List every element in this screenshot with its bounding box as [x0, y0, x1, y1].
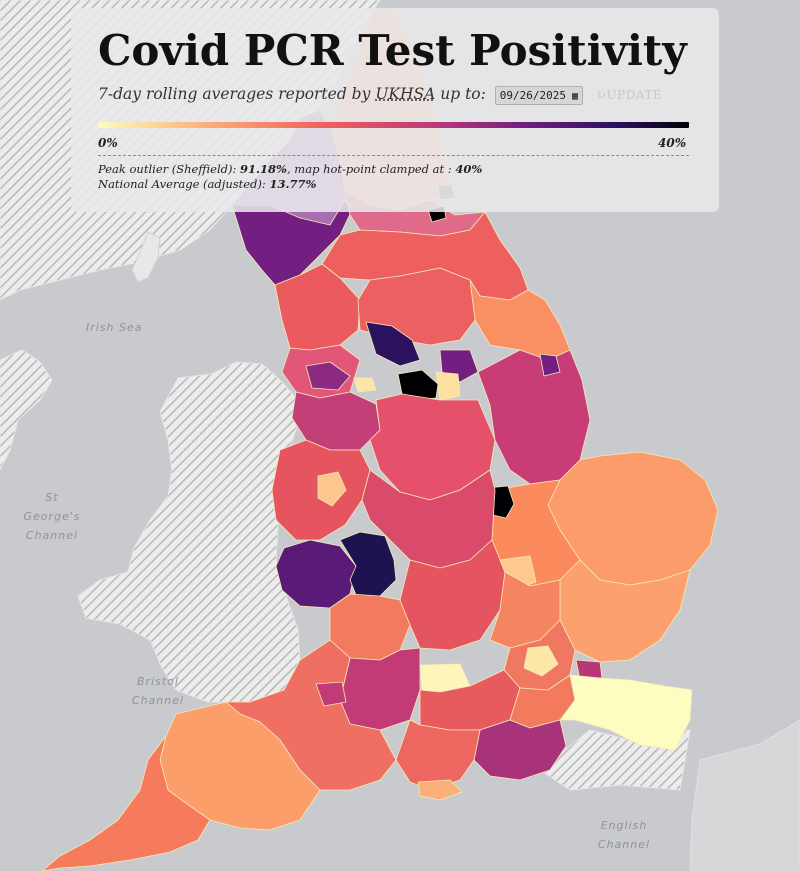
update-label: UPDATE: [606, 88, 663, 102]
national-prefix: National Average (adjusted):: [98, 177, 266, 191]
region-gloucestershire[interactable]: [329, 593, 411, 661]
region-manchester-yellow[interactable]: [353, 377, 377, 393]
refresh-icon: ↻: [596, 88, 607, 102]
date-value: 09/26/2025: [499, 88, 567, 102]
scale-max-label: 40%: [658, 136, 687, 150]
info-panel: Covid PCR Test Positivity 7-day rolling …: [71, 8, 719, 212]
region-wiltshire[interactable]: [339, 647, 421, 731]
subtitle-suffix: up to:: [440, 85, 486, 103]
label-english-channel: English Channel: [597, 819, 651, 851]
region-lancashire[interactable]: [274, 263, 361, 351]
region-worcestershire[interactable]: [339, 531, 397, 601]
region-somerset-magenta[interactable]: [315, 681, 347, 707]
color-scale-bar: [98, 122, 689, 128]
national-value: 13.77%: [269, 177, 317, 191]
label-irish-sea: Irish Sea: [86, 321, 143, 334]
region-lincs-purple[interactable]: [539, 353, 561, 377]
subtitle-prefix: 7-day rolling averages reported by: [98, 85, 371, 103]
clamp-value: 40%: [455, 162, 483, 176]
subtitle: 7-day rolling averages reported by UKHSA…: [98, 85, 662, 105]
region-lincolnshire[interactable]: [477, 349, 591, 485]
wales-no-data: [77, 361, 301, 703]
outlier-prefix: Peak outlier (Sheffield):: [98, 162, 237, 176]
source-link[interactable]: UKHSA: [375, 85, 436, 103]
region-shropshire-yellow[interactable]: [317, 471, 347, 507]
outlier-note: Peak outlier (Sheffield): 91.18%, map ho…: [98, 162, 482, 176]
region-east-riding[interactable]: [469, 279, 571, 361]
region-cornwall[interactable]: [41, 735, 211, 871]
region-london-yellow[interactable]: [523, 645, 559, 677]
region-hampshire[interactable]: [395, 719, 481, 791]
update-button[interactable]: ↻UPDATE: [596, 88, 662, 102]
calendar-icon[interactable]: ▦: [572, 90, 579, 102]
region-manchester-purple[interactable]: [305, 361, 351, 391]
outlier-middle: , map hot-point clamped at :: [287, 162, 452, 176]
outlier-value: 91.18%: [240, 162, 287, 176]
region-leeds[interactable]: [365, 321, 421, 367]
label-bristol-channel: Bristol Channel: [131, 675, 185, 707]
label-st-georges-channel: St George's Channel: [23, 491, 81, 542]
isle-of-man: [131, 231, 161, 283]
ireland-no-data: [0, 349, 53, 471]
scale-divider: [98, 155, 689, 156]
region-isle-of-wight[interactable]: [417, 779, 463, 801]
page-title: Covid PCR Test Positivity: [98, 26, 687, 75]
scale-min-label: 0%: [98, 136, 118, 150]
region-rotherham[interactable]: [435, 371, 461, 401]
date-input[interactable]: 09/26/2025 ▦: [494, 85, 584, 105]
region-sussex[interactable]: [473, 719, 567, 781]
continent-no-data: [689, 719, 800, 871]
national-average-note: National Average (adjusted): 13.77%: [98, 177, 316, 191]
